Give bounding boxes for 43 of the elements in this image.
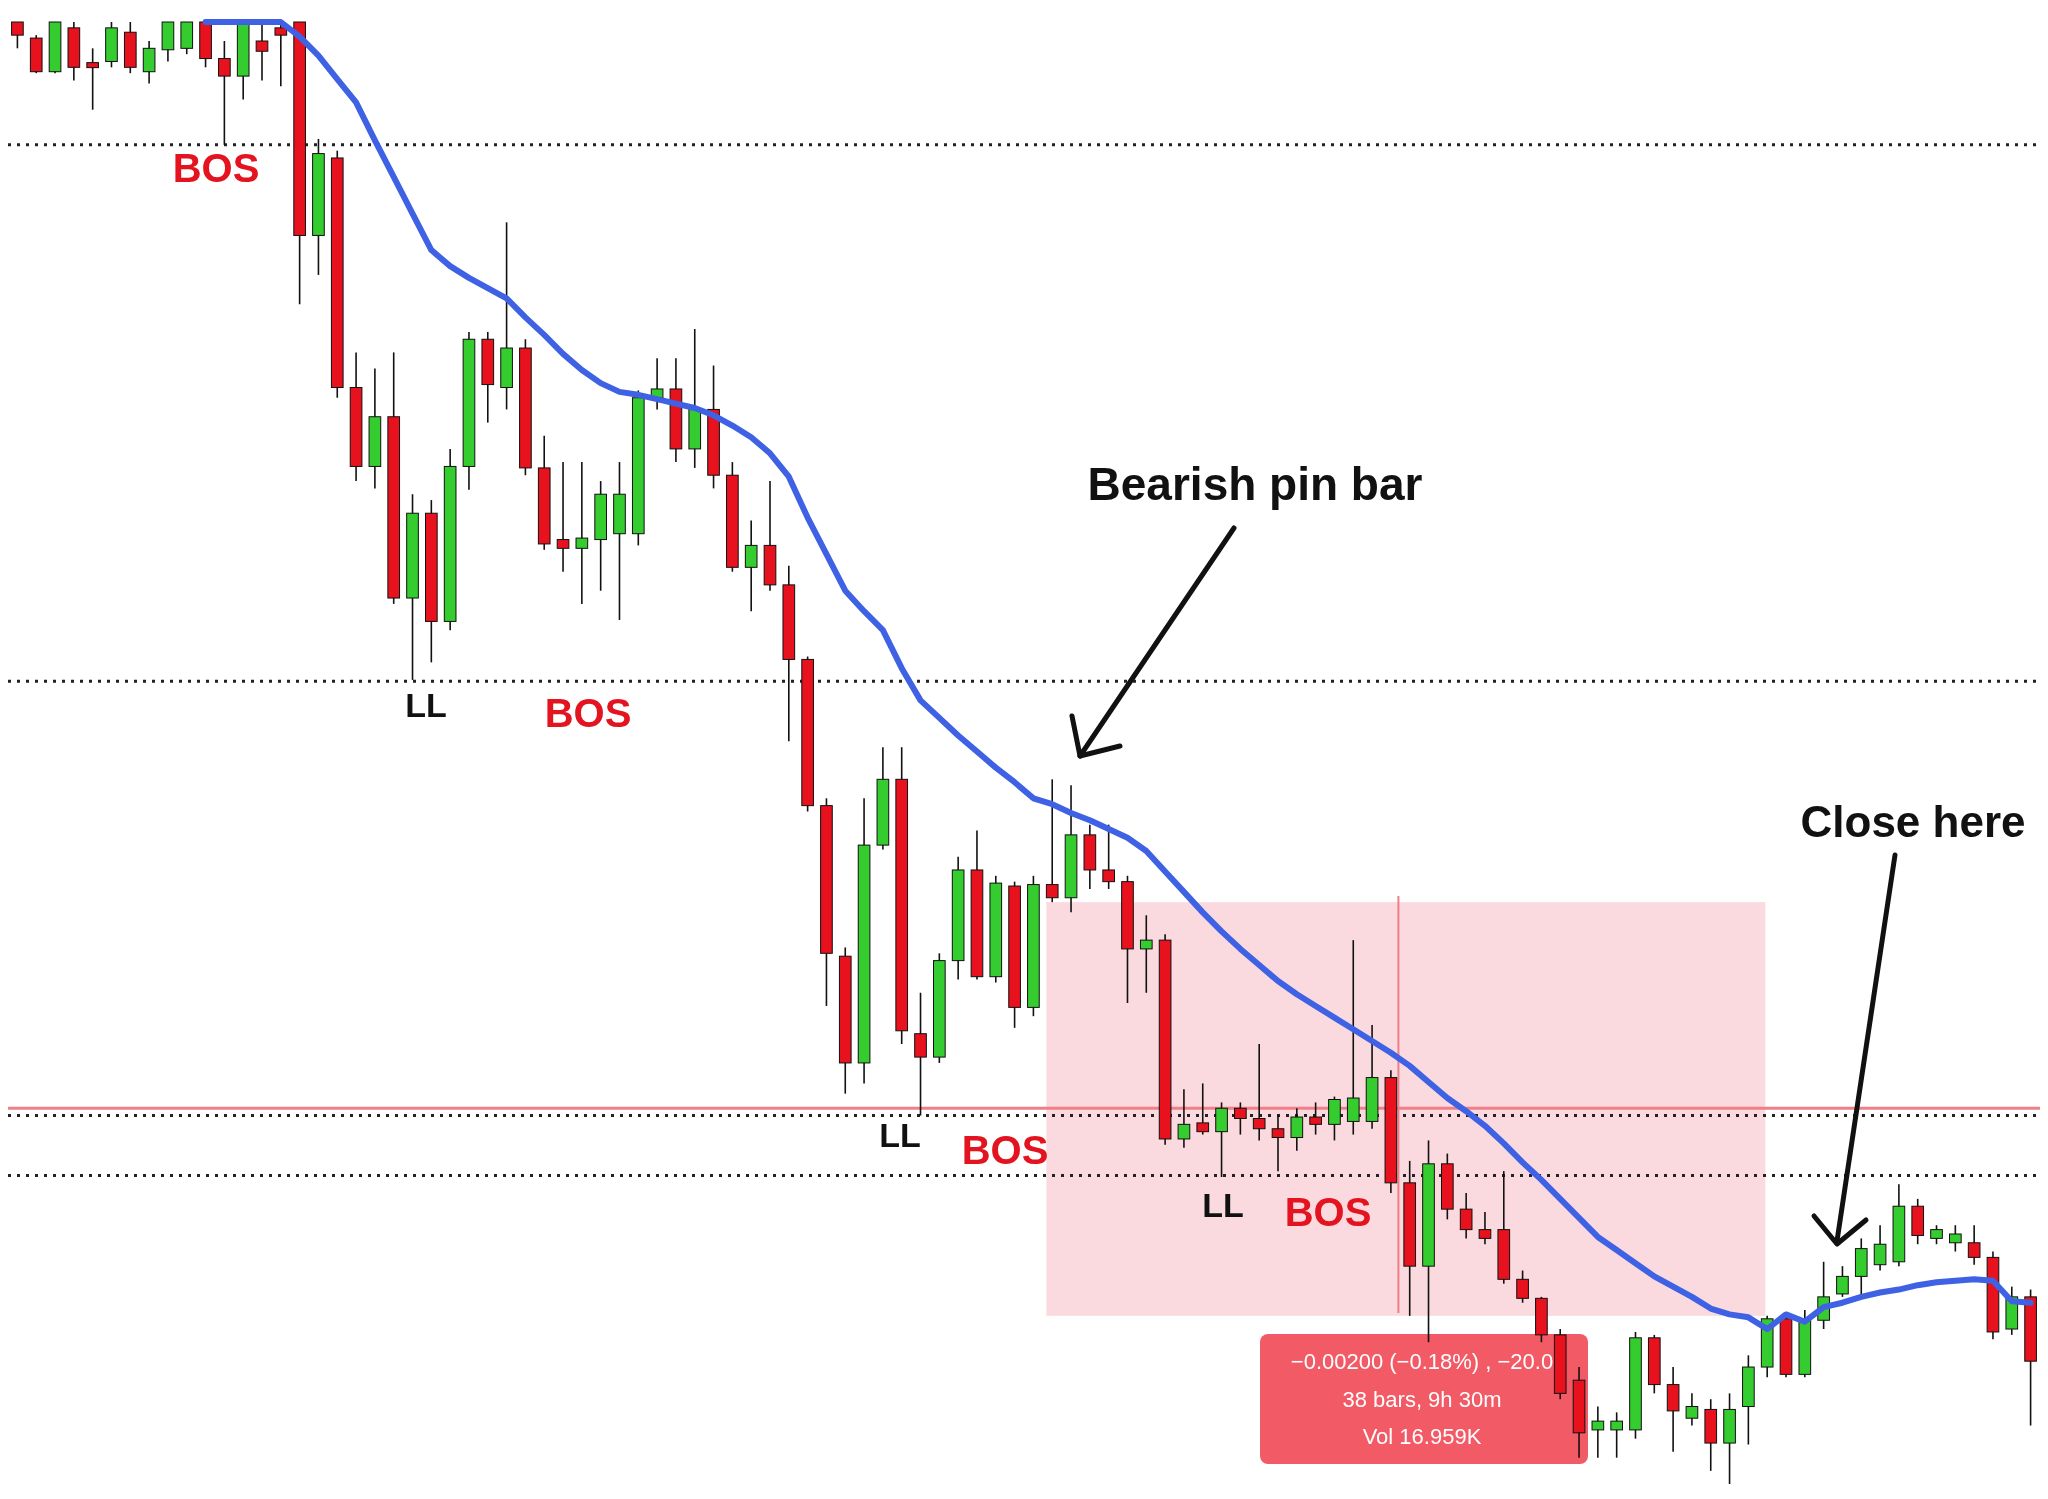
- annotation: Vol 16.959K: [1362, 1423, 1482, 1449]
- candlestick: [556, 461, 570, 573]
- candlestick: [1930, 1224, 1943, 1246]
- candlestick: [1610, 1411, 1623, 1459]
- candlestick: [1516, 1269, 1529, 1304]
- annotation: BOS: [544, 690, 632, 735]
- candlestick: [1459, 1192, 1473, 1240]
- annotation: BOS: [961, 1127, 1049, 1172]
- candlestick: [1873, 1224, 1887, 1272]
- annotation: LL: [879, 1115, 921, 1154]
- annotation: Close here: [1800, 796, 2026, 846]
- candlestick: [914, 991, 927, 1117]
- candlestick: [1139, 914, 1153, 994]
- candlestick: [1177, 1088, 1191, 1149]
- candlestick: [1967, 1224, 1981, 1266]
- annotation: BOS: [172, 145, 260, 190]
- annotation: −0.00200 (−0.18%) , −20.0: [1290, 1348, 1554, 1374]
- candlestick: [1346, 939, 1360, 1136]
- annotation: LL: [405, 685, 447, 724]
- candlestick: [1045, 778, 1059, 903]
- candlestick: [1478, 1211, 1492, 1246]
- candlestick: [1290, 1107, 1304, 1152]
- candlestick: [1102, 823, 1115, 890]
- candlestick: [1252, 1043, 1266, 1142]
- candlestick: [744, 519, 758, 612]
- candlestick: [575, 461, 589, 605]
- candlestick: [1685, 1392, 1699, 1427]
- annotation: BOS: [1284, 1189, 1372, 1234]
- candlestick: [1196, 1082, 1210, 1136]
- candlestick: [1309, 1101, 1322, 1136]
- candlestick: [1271, 1114, 1285, 1172]
- candlestick: [142, 40, 156, 85]
- candlestick: [218, 40, 231, 146]
- candlestick: [1234, 1101, 1247, 1136]
- annotation: LL: [1202, 1185, 1244, 1224]
- candlestick: [11, 21, 24, 50]
- annotation: Bearish pin bar: [1087, 458, 1423, 511]
- candlestick: [1949, 1224, 1962, 1253]
- candlestick: [1215, 1101, 1228, 1178]
- candlestick: [1836, 1265, 1849, 1298]
- candlestick: [1591, 1405, 1605, 1459]
- candlestick: [86, 47, 99, 111]
- annotation: 38 bars, 9h 30m: [1342, 1386, 1502, 1412]
